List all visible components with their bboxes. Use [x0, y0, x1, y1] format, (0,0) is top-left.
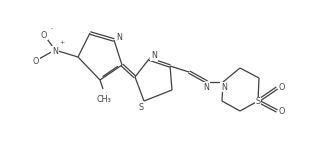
Text: S: S — [256, 98, 261, 106]
Text: N: N — [151, 52, 157, 60]
Text: N: N — [203, 82, 209, 92]
Text: +: + — [59, 40, 65, 46]
Text: S: S — [139, 102, 144, 112]
Text: O: O — [33, 57, 39, 66]
Text: N: N — [116, 33, 122, 41]
Text: N: N — [52, 46, 58, 55]
Text: O: O — [279, 82, 285, 92]
Text: N: N — [221, 82, 227, 92]
Text: -: - — [51, 27, 53, 32]
Text: CH₃: CH₃ — [97, 95, 111, 105]
Text: O: O — [41, 31, 47, 40]
Text: O: O — [279, 107, 285, 117]
